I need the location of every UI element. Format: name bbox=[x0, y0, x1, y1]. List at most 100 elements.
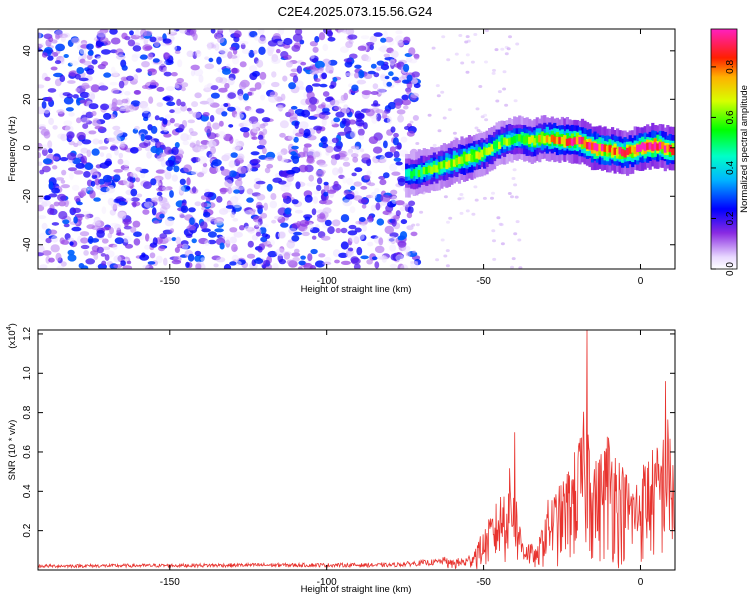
noise-speck bbox=[189, 142, 196, 148]
faint-speck bbox=[435, 258, 440, 262]
noise-speck bbox=[354, 64, 362, 69]
noise-speck bbox=[411, 71, 420, 78]
noise-speck bbox=[401, 99, 412, 106]
noise-speck bbox=[121, 235, 132, 243]
noise-speck bbox=[389, 163, 398, 172]
noise-speck bbox=[100, 103, 110, 111]
ridge-cell bbox=[593, 143, 597, 151]
noise-speck bbox=[391, 171, 401, 176]
noise-speck bbox=[400, 165, 407, 171]
noise-speck bbox=[75, 162, 85, 169]
noise-speck bbox=[286, 170, 296, 175]
y-tick-label: 0.6 bbox=[22, 445, 33, 459]
noise-speck bbox=[313, 190, 320, 195]
noise-speck bbox=[286, 174, 294, 182]
ridge-cell bbox=[525, 135, 529, 143]
ridge-cell bbox=[553, 136, 557, 144]
noise-speck bbox=[187, 119, 195, 124]
faint-speck bbox=[457, 197, 462, 201]
noise-speck bbox=[79, 91, 90, 99]
noise-speck bbox=[153, 40, 160, 47]
y-tick-label: 1.0 bbox=[22, 366, 33, 380]
noise-speck bbox=[307, 253, 313, 262]
noise-speck bbox=[113, 169, 123, 173]
noise-speck bbox=[129, 30, 134, 36]
noise-speck bbox=[283, 54, 292, 60]
noise-speck bbox=[384, 225, 395, 235]
noise-speck bbox=[60, 261, 67, 267]
noise-speck bbox=[352, 156, 359, 163]
noise-speck bbox=[334, 259, 340, 264]
ridge-cell bbox=[606, 145, 610, 154]
noise-speck bbox=[356, 246, 363, 256]
noise-speck bbox=[358, 217, 366, 222]
noise-speck bbox=[130, 188, 138, 197]
noise-speck bbox=[50, 244, 60, 253]
noise-speck bbox=[105, 153, 112, 160]
noise-speck bbox=[329, 99, 340, 107]
noise-speck bbox=[400, 219, 408, 225]
noise-speck bbox=[176, 98, 182, 106]
noise-speck bbox=[162, 186, 169, 192]
noise-speck bbox=[322, 261, 332, 266]
noise-speck bbox=[283, 37, 293, 46]
noise-speck bbox=[215, 76, 224, 83]
y-tick-label: 0.4 bbox=[22, 484, 33, 498]
noise-speck bbox=[184, 134, 189, 139]
noise-speck bbox=[163, 71, 172, 77]
x-tick-label: -50 bbox=[476, 276, 491, 287]
ridge-cell bbox=[523, 136, 527, 144]
noise-speck bbox=[309, 96, 318, 105]
noise-speck bbox=[217, 68, 223, 73]
noise-speck bbox=[194, 250, 202, 256]
noise-speck bbox=[291, 235, 300, 242]
noise-speck bbox=[58, 211, 68, 220]
noise-speck bbox=[403, 63, 410, 73]
noise-speck bbox=[345, 107, 351, 116]
noise-speck bbox=[237, 153, 245, 161]
noise-speck bbox=[394, 102, 402, 109]
noise-speck bbox=[264, 167, 271, 174]
noise-speck bbox=[383, 53, 390, 58]
noise-speck bbox=[86, 149, 92, 158]
noise-speck bbox=[324, 256, 332, 264]
noise-speck bbox=[165, 86, 175, 92]
noise-speck bbox=[237, 166, 247, 175]
noise-speck bbox=[117, 197, 127, 202]
noise-speck bbox=[290, 105, 298, 110]
noise-speck bbox=[160, 159, 167, 168]
ridge-cell bbox=[440, 161, 444, 169]
noise-speck bbox=[228, 170, 237, 178]
noise-speck bbox=[354, 72, 360, 79]
noise-speck bbox=[124, 91, 131, 96]
noise-speck bbox=[405, 251, 411, 257]
faint-speck bbox=[506, 47, 511, 51]
noise-speck bbox=[38, 215, 47, 220]
noise-speck bbox=[323, 191, 329, 197]
heatmap-panel: -150 -100 -50 0 -40 -20 0 20 40 Height of strai… bbox=[7, 28, 676, 295]
y-tick-label: 20 bbox=[22, 93, 33, 105]
noise-speck bbox=[254, 82, 262, 90]
noise-speck bbox=[378, 201, 389, 206]
noise-speck bbox=[348, 119, 357, 125]
noise-speck bbox=[133, 90, 142, 95]
noise-speck bbox=[233, 189, 241, 194]
noise-speck bbox=[38, 152, 42, 159]
noise-speck bbox=[150, 140, 156, 147]
noise-speck bbox=[401, 79, 410, 84]
ridge-cell bbox=[618, 147, 622, 155]
noise-speck bbox=[396, 40, 404, 47]
noise-speck bbox=[220, 169, 231, 176]
noise-speck bbox=[47, 55, 54, 61]
faint-speck bbox=[502, 87, 507, 91]
noise-speck bbox=[148, 85, 157, 89]
faint-speck bbox=[511, 257, 516, 261]
noise-speck bbox=[185, 261, 190, 268]
noise-speck bbox=[83, 60, 92, 66]
noise-speck bbox=[230, 212, 236, 218]
noise-speck bbox=[378, 237, 384, 246]
faint-speck bbox=[446, 220, 450, 224]
noise-speck bbox=[340, 241, 349, 250]
noise-speck bbox=[358, 134, 365, 141]
ridge-cell bbox=[460, 156, 464, 164]
